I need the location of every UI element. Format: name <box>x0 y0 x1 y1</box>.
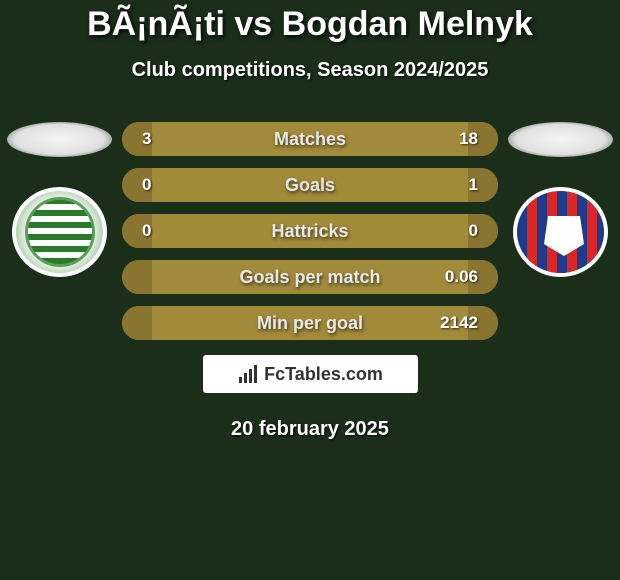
stat-label: Matches <box>274 129 346 150</box>
comparison-date: 20 february 2025 <box>0 418 620 441</box>
chart-icon <box>237 365 259 383</box>
main-content: 3 Matches 18 0 Goals 1 0 Hattricks 0 <box>0 122 620 340</box>
left-column <box>7 122 112 277</box>
stat-value-right: 18 <box>459 129 478 149</box>
stat-value-right: 0.06 <box>445 267 478 287</box>
stat-label: Min per goal <box>257 313 363 334</box>
stat-value-left: 0 <box>142 175 151 195</box>
team-logo-right <box>513 187 608 277</box>
season-subtitle: Club competitions, Season 2024/2025 <box>0 59 620 82</box>
fctables-branding[interactable]: FcTables.com <box>203 355 418 393</box>
stat-value-right: 0 <box>469 221 478 241</box>
stat-value-left: 3 <box>142 129 151 149</box>
stat-value-left: 0 <box>142 221 151 241</box>
team-logo-left-icon <box>25 197 95 267</box>
stat-label: Goals per match <box>239 267 380 288</box>
stat-row-matches: 3 Matches 18 <box>122 122 498 156</box>
stats-bars: 3 Matches 18 0 Goals 1 0 Hattricks 0 <box>112 122 508 340</box>
bar-cap-left <box>122 260 152 294</box>
stat-row-min-per-goal: Min per goal 2142 <box>122 306 498 340</box>
stat-row-goals: 0 Goals 1 <box>122 168 498 202</box>
stat-value-right: 1 <box>469 175 478 195</box>
stat-label: Goals <box>285 175 335 196</box>
stat-label: Hattricks <box>271 221 348 242</box>
stat-row-goals-per-match: Goals per match 0.06 <box>122 260 498 294</box>
player-right-placeholder <box>508 122 613 157</box>
right-column <box>508 122 613 277</box>
branding-text: FcTables.com <box>264 364 383 385</box>
stat-value-right: 2142 <box>440 313 478 333</box>
team-logo-left <box>12 187 107 277</box>
player-left-placeholder <box>7 122 112 157</box>
stat-row-hattricks: 0 Hattricks 0 <box>122 214 498 248</box>
bar-cap-left <box>122 306 152 340</box>
comparison-title: BÃ¡nÃ¡ti vs Bogdan Melnyk <box>0 5 620 44</box>
